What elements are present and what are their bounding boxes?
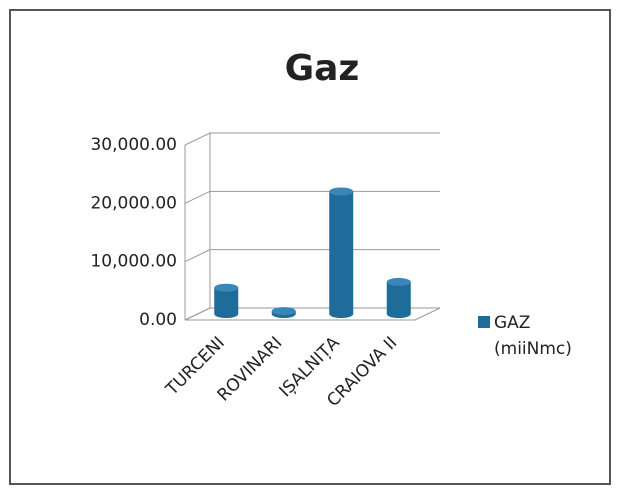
chart-frame [9,9,611,485]
y-tick-label: 10,000.00 [90,252,177,272]
bar-part [386,277,411,286]
bar [214,283,239,318]
y-tick-label: 30,000.00 [90,135,177,155]
grid-line [184,249,440,263]
bar-part [329,191,354,318]
bar [329,187,354,318]
bar [386,277,411,318]
legend-swatch [478,316,490,328]
bar [271,307,296,318]
grid-line [184,132,440,146]
y-tick-label: 0.00 [139,310,177,330]
bar-part [214,287,239,318]
grid-line [184,307,440,321]
chart-title: Gaz [285,48,360,89]
y-tick-label: 20,000.00 [90,193,177,213]
grid-line [184,190,440,204]
bar-part [329,187,354,196]
bar-part [271,307,296,316]
bar-part [214,283,239,292]
legend-label: GAZ (miiNmc) [494,313,572,359]
bar-part [386,281,411,318]
